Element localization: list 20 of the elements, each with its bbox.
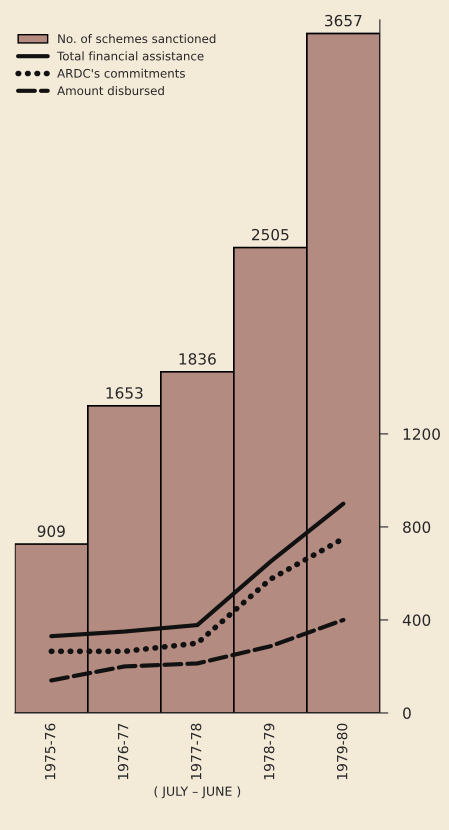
data-label: 3657	[325, 14, 362, 26]
legend-label: Total financial assistance	[57, 51, 204, 60]
data-label: 909	[38, 525, 65, 537]
y2-tick-label: 800	[403, 521, 430, 533]
data-label: 1836	[180, 353, 216, 365]
x-axis-title: ( JULY – JUNE )	[154, 786, 240, 798]
x-tick-label: 1978-79	[264, 724, 274, 780]
legend-label: No. of schemes sanctioned	[58, 34, 216, 44]
y2-tick-label: 400	[402, 614, 430, 626]
legend-label: Amount disbursed	[57, 86, 164, 96]
data-label: 2505	[252, 228, 288, 240]
x-tick-label: 1979-80	[336, 724, 348, 780]
x-tick-label: 1976-77	[118, 724, 128, 780]
y2-tick-label: 0	[403, 707, 411, 719]
legend-label: ARDC's commitments	[57, 68, 185, 78]
x-tick-label: 1975-76	[44, 724, 56, 780]
data-label: 1653	[106, 387, 143, 399]
y2-tick-label: 1200	[404, 428, 440, 440]
x-tick-label: 1977-78	[190, 724, 202, 780]
line-series	[49, 618, 346, 682]
